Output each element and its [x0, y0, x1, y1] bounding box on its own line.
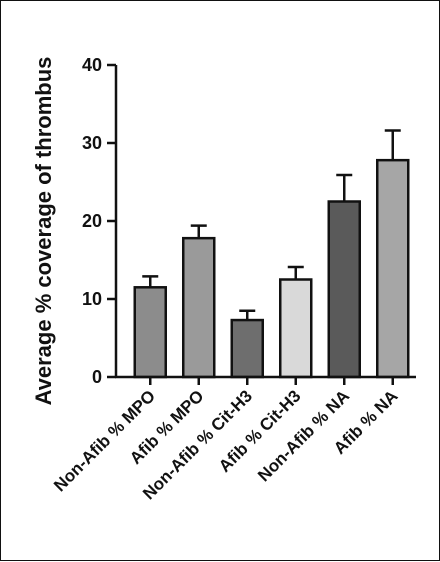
- bar: [182, 236, 216, 379]
- y-tick-label: 30: [82, 133, 102, 153]
- y-tick-label: 10: [82, 289, 102, 309]
- bar: [279, 278, 313, 379]
- bar: [376, 158, 410, 379]
- bar: [230, 318, 264, 379]
- y-tick-label: 40: [82, 55, 102, 75]
- bars: [133, 129, 410, 379]
- bar: [133, 286, 167, 379]
- y-axis-title: Average % coverage of thrombus: [31, 57, 56, 406]
- bar: [327, 200, 361, 379]
- y-tick-label: 20: [82, 211, 102, 231]
- y-tick-label: 0: [92, 367, 102, 387]
- y-axis: 0 10 20 30 40: [82, 55, 118, 387]
